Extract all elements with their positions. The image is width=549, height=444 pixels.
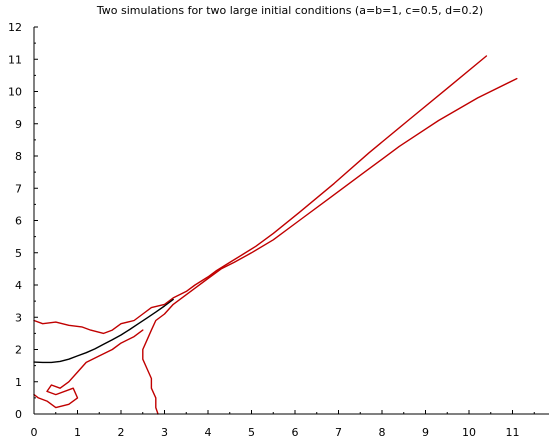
simulation-trajectory-line-1 bbox=[33, 55, 488, 335]
y-tick-label: 8 bbox=[15, 150, 22, 163]
simulation-trajectory-line-2 bbox=[142, 77, 518, 415]
x-tick-label: 1 bbox=[74, 426, 81, 439]
y-tick-label: 5 bbox=[15, 247, 22, 260]
y-tick-label: 7 bbox=[15, 182, 22, 195]
x-tick-label: 10 bbox=[462, 426, 476, 439]
y-tick-label: 12 bbox=[8, 21, 22, 34]
x-tick-label: 2 bbox=[118, 426, 125, 439]
y-tick-label: 1 bbox=[15, 376, 22, 389]
simulation-trajectory-line-3 bbox=[33, 329, 144, 409]
x-tick-label: 0 bbox=[31, 426, 38, 439]
y-tick-label: 9 bbox=[15, 118, 22, 131]
x-tick-label: 8 bbox=[379, 426, 386, 439]
x-tick-label: 11 bbox=[506, 426, 520, 439]
y-tick-label: 4 bbox=[15, 279, 22, 292]
chart-title: Two simulations for two large initial co… bbox=[96, 4, 483, 17]
y-tick-label: 3 bbox=[15, 311, 22, 324]
x-tick-label: 5 bbox=[248, 426, 255, 439]
y-tick-label: 0 bbox=[15, 408, 22, 421]
series-layer bbox=[33, 55, 518, 415]
x-tick-label: 6 bbox=[292, 426, 299, 439]
x-tick-label: 4 bbox=[205, 426, 212, 439]
x-tick-label: 3 bbox=[161, 426, 168, 439]
y-tick-label: 10 bbox=[8, 86, 22, 99]
axes bbox=[33, 27, 549, 415]
y-tick-label: 6 bbox=[15, 215, 22, 228]
x-tick-label: 7 bbox=[335, 426, 342, 439]
y-tick-label: 11 bbox=[8, 53, 22, 66]
x-tick-label: 9 bbox=[422, 426, 429, 439]
deterministic-trajectory-line bbox=[33, 298, 174, 364]
y-tick-label: 2 bbox=[15, 344, 22, 357]
